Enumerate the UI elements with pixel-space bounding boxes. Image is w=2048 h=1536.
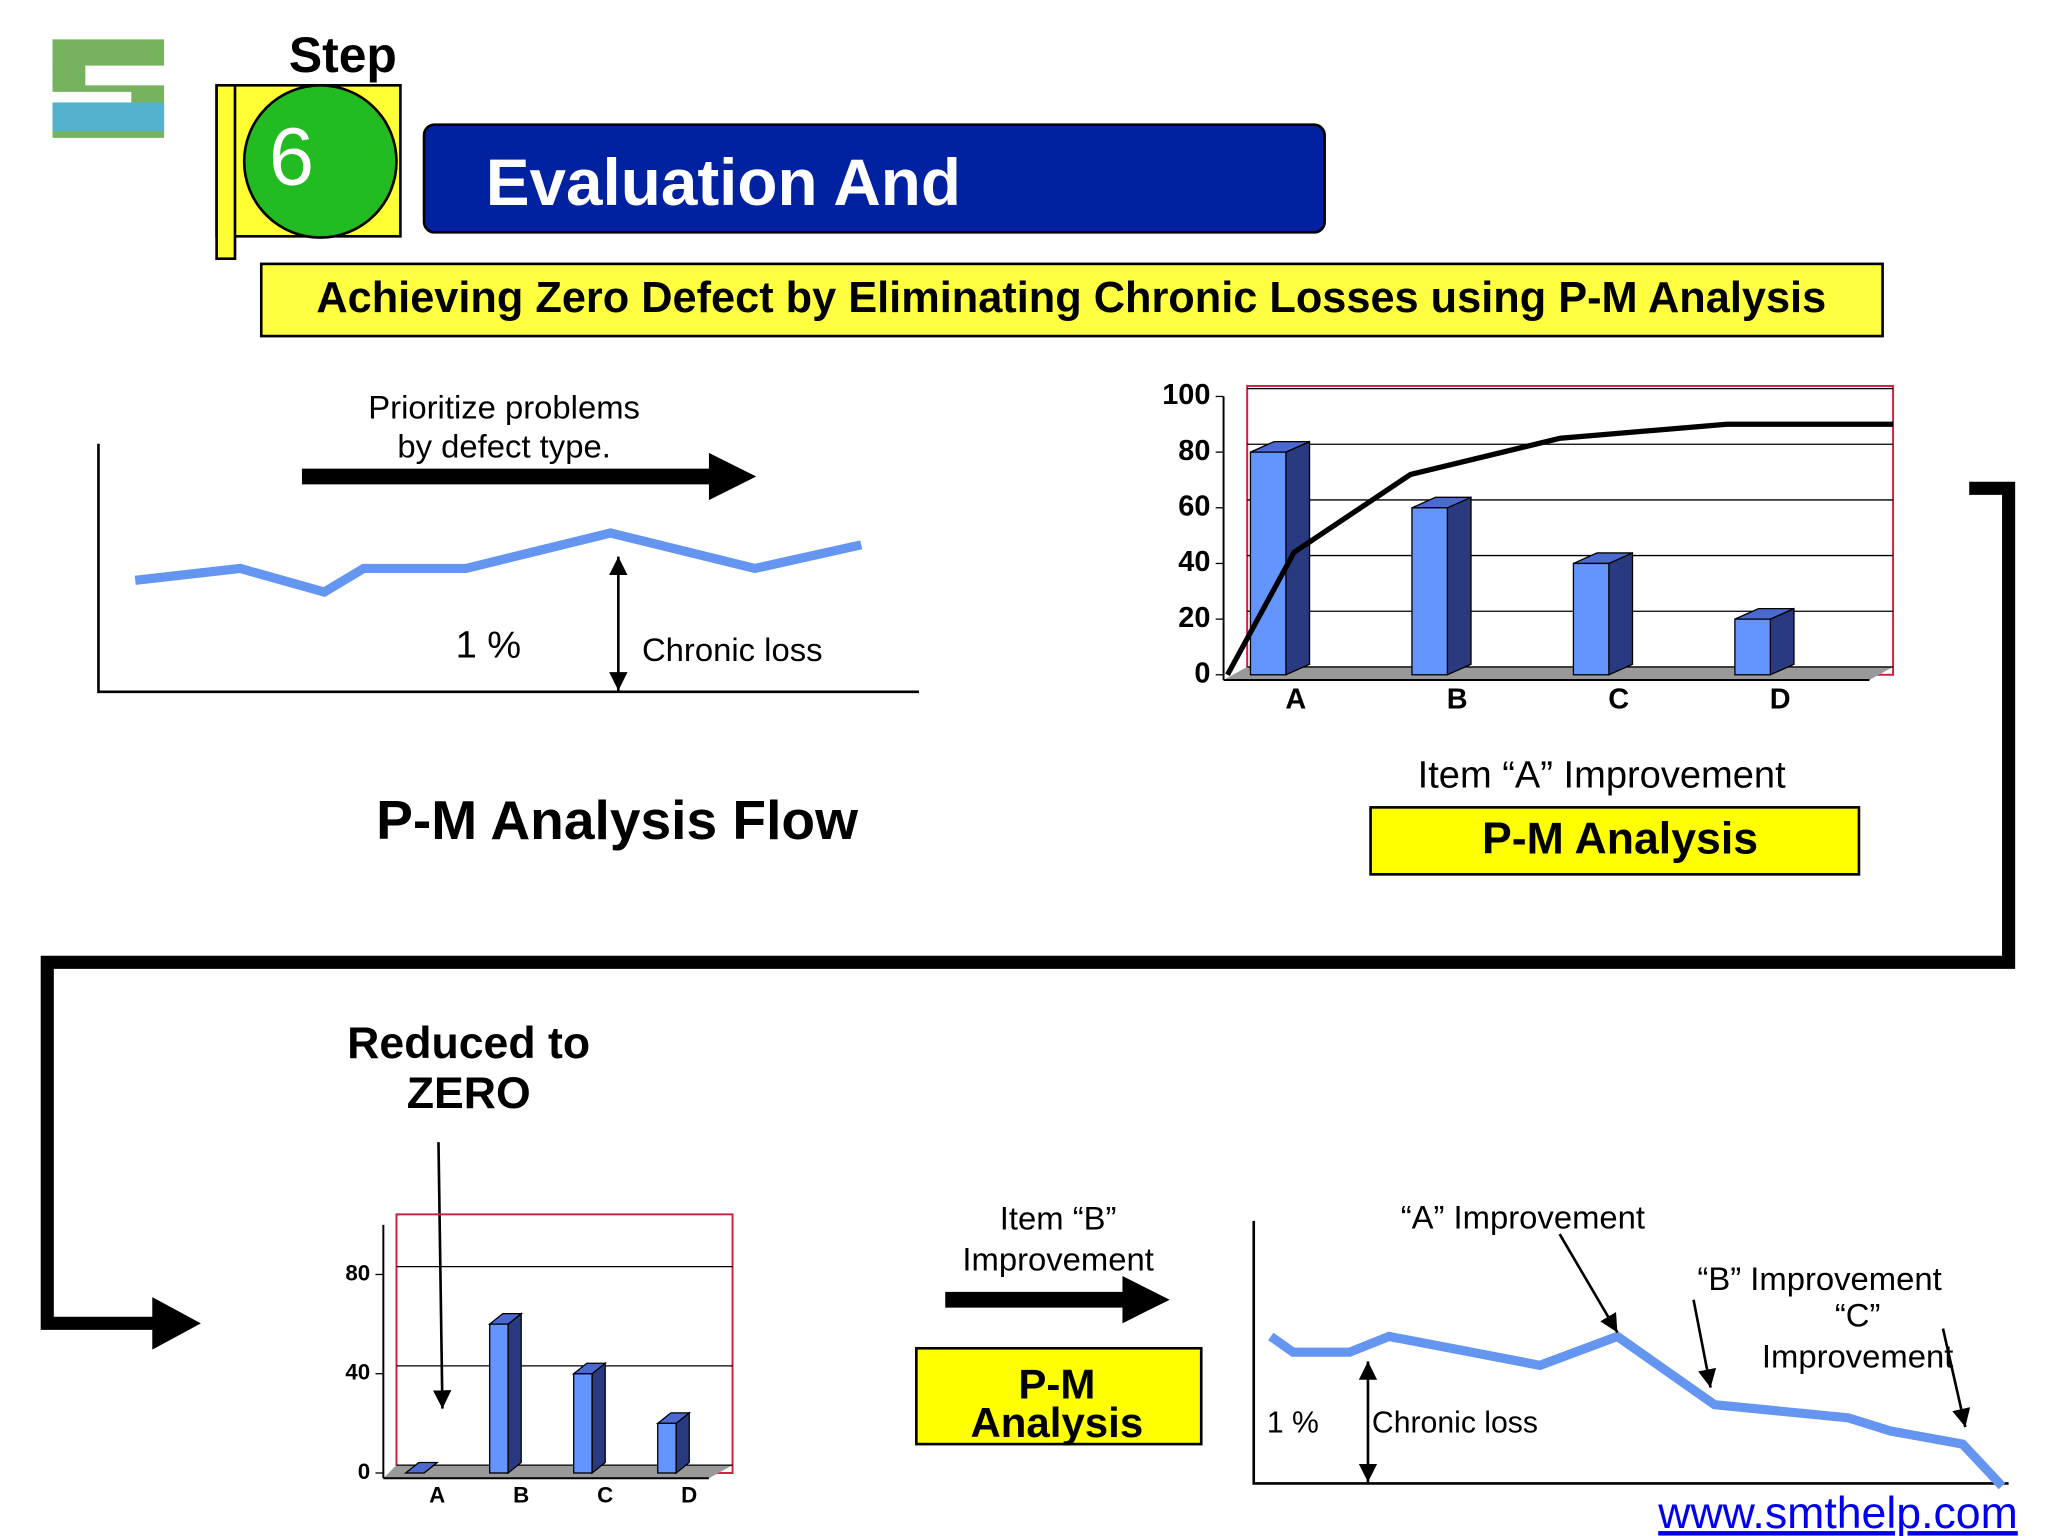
x-tick-label: B [513, 1483, 529, 1508]
arrow-head [1122, 1276, 1170, 1324]
subtitle-banner [259, 262, 1884, 338]
y-tick-label: 40 [345, 1360, 370, 1385]
floor [1223, 666, 1894, 681]
pm-box-label: P-M Analysis [1482, 814, 1758, 863]
bar-side [1769, 607, 1795, 676]
y-tick-label: 0 [1194, 657, 1210, 689]
x-tick-label: D [1770, 684, 1791, 716]
bar-side [591, 1361, 606, 1475]
trend-line [134, 528, 863, 598]
axis [97, 443, 919, 694]
title-banner [422, 123, 1326, 234]
level: 1 % [456, 624, 522, 666]
x-tick-label: B [1447, 684, 1468, 716]
x-tick-label: A [429, 1483, 445, 1508]
subtitle: Achieving Zero Defect by Eliminating Chr… [316, 274, 1826, 322]
pointer [1941, 1328, 1971, 1428]
bar-side [507, 1312, 522, 1475]
annotation: “C” [1835, 1297, 1881, 1334]
floor [383, 1465, 733, 1479]
pointer [1692, 1299, 1717, 1388]
pointer [432, 1142, 452, 1409]
note: by defect type. [397, 428, 610, 465]
y-tick-label: 20 [1178, 602, 1210, 634]
pm-box [1369, 806, 1861, 876]
title: Evaluation And [486, 146, 961, 219]
y-tick-label: 0 [358, 1459, 370, 1484]
caption: Improvement [962, 1240, 1153, 1277]
step-circle [242, 84, 398, 239]
cumulative-line [1225, 421, 1894, 677]
url[interactable]: www.smthelp.com [1657, 1489, 2018, 1536]
bar [1572, 562, 1610, 676]
pointer [1558, 1233, 1619, 1334]
connector-head [152, 1297, 201, 1350]
y-tick-label: 100 [1162, 379, 1210, 411]
loss-label: Chronic loss [1372, 1406, 1538, 1439]
note: Prioritize problems [368, 388, 640, 425]
annotation: Improvement [1762, 1337, 1953, 1374]
step-label: Step [289, 27, 397, 83]
bar-top [403, 1461, 440, 1474]
logo [52, 39, 165, 138]
reduced-label: ZERO [407, 1069, 531, 1118]
y-tick-label: 60 [1178, 490, 1210, 522]
y-tick-label: 80 [345, 1260, 370, 1285]
bar [489, 1323, 509, 1474]
bar-side [1608, 551, 1634, 676]
level: 1 % [1267, 1406, 1319, 1439]
x-tick-label: C [1608, 684, 1629, 716]
scroll-roll [215, 84, 237, 260]
annotation: “A” Improvement [1401, 1198, 1645, 1235]
step-number: 6 [269, 111, 314, 202]
loss-label: Chronic loss [642, 631, 823, 668]
pm-box [915, 1346, 1203, 1446]
annotation: “B” Improvement [1697, 1260, 1941, 1297]
bar [1734, 618, 1771, 676]
bar [657, 1422, 677, 1474]
x-tick-label: A [1285, 684, 1306, 716]
connector [40, 481, 2016, 1330]
x-tick-label: D [681, 1483, 697, 1508]
pm-box-label: Analysis [970, 1399, 1143, 1446]
trend-line [1268, 1331, 2006, 1490]
bar [573, 1373, 593, 1474]
caption: Item “A” Improvement [1418, 754, 1786, 796]
arrow-head [708, 452, 757, 501]
pm-box-label: P-M [1018, 1361, 1095, 1408]
y-tick-label: 40 [1178, 546, 1210, 578]
reduced-label: Reduced to [347, 1019, 590, 1068]
caption: Item “B” [1000, 1200, 1117, 1237]
plot-frame [1246, 384, 1895, 676]
bar-side [1446, 496, 1472, 676]
y-tick-label: 80 [1178, 435, 1210, 467]
caption: P-M Analysis Flow [376, 789, 858, 851]
bar [1249, 451, 1287, 676]
x-tick-label: C [597, 1483, 613, 1508]
bar [1411, 507, 1449, 676]
axis [1252, 1220, 2009, 1485]
